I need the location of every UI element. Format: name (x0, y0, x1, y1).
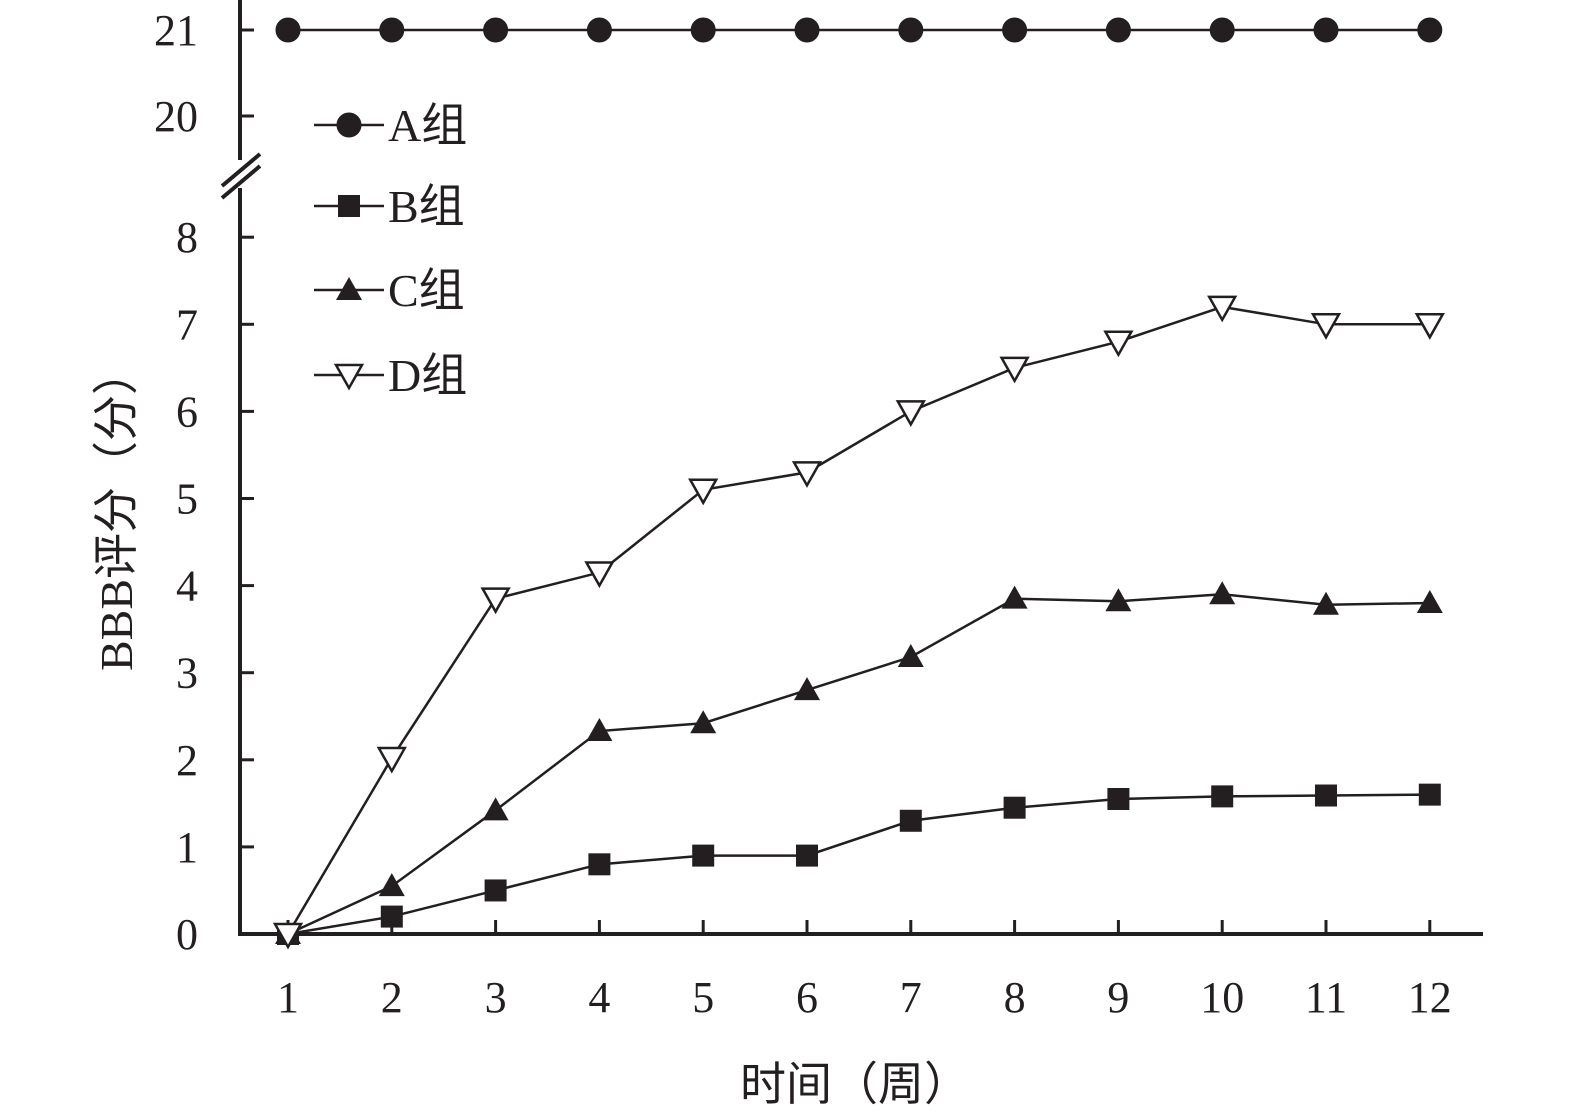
point-marker-open-triangle (791, 461, 823, 488)
point-marker-square (899, 809, 922, 832)
point-marker-triangle (1209, 581, 1236, 605)
legend-label: B组 (388, 181, 465, 232)
legend: A组 B组 C组 D组 (314, 100, 467, 401)
legend-label: C组 (388, 265, 465, 316)
point-marker-square (1315, 784, 1337, 807)
legend-label: D组 (388, 350, 467, 401)
point-marker-circle (586, 17, 612, 43)
series-3 (275, 581, 1443, 944)
x-tick-label: 5 (692, 973, 714, 1022)
legend-item-4: D组 (314, 350, 467, 401)
point-marker-open-triangle (272, 922, 304, 950)
point-marker-open-triangle (1414, 313, 1445, 340)
point-marker-circle (1002, 17, 1028, 43)
point-marker-circle (898, 17, 924, 43)
y-tick-label: 4 (176, 562, 198, 611)
axes (220, 0, 1483, 936)
point-marker-triangle (336, 277, 362, 300)
x-tick-label: 7 (900, 973, 922, 1022)
point-marker-circle (1105, 17, 1131, 43)
y-tick-label: 2 (176, 736, 198, 785)
point-marker-circle (275, 17, 301, 43)
point-marker-triangle (1313, 591, 1339, 615)
series-line (286, 305, 1430, 935)
point-marker-open-triangle (480, 587, 511, 615)
legend-label: A组 (388, 100, 467, 151)
point-marker-square (338, 195, 360, 217)
x-tick-label: 12 (1408, 973, 1452, 1022)
axis-break-mark-top (220, 152, 262, 188)
point-marker-triangle (897, 644, 924, 668)
series (272, 17, 1445, 950)
series-line (287, 593, 1430, 936)
x-tick-label: 1 (277, 973, 299, 1022)
y-tick-label: 6 (176, 387, 198, 436)
point-marker-triangle (1416, 590, 1443, 614)
x-tick-label: 8 (1004, 973, 1026, 1022)
point-marker-triangle (794, 677, 820, 701)
series-2 (277, 783, 1441, 945)
point-marker-open-triangle (333, 363, 365, 391)
y-tick-label: 5 (176, 475, 198, 524)
legend-item-1: A组 (314, 100, 467, 151)
point-marker-open-triangle (999, 356, 1030, 384)
point-marker-triangle (1001, 585, 1028, 609)
point-marker-square (1211, 785, 1234, 808)
point-marker-circle (1209, 17, 1235, 43)
x-axis-title: 时间（周） (740, 1059, 970, 1110)
y-tick-label: 7 (176, 300, 198, 349)
series-line (287, 793, 1430, 936)
point-marker-square (1003, 796, 1026, 819)
point-marker-circle (690, 17, 716, 43)
point-marker-open-triangle (376, 746, 407, 774)
point-marker-circle (336, 112, 362, 138)
point-marker-square (588, 853, 611, 876)
x-tick-label: 6 (796, 973, 818, 1022)
point-marker-square (484, 879, 507, 902)
point-marker-square (1418, 783, 1441, 806)
legend-item-3: C组 (314, 265, 465, 316)
point-marker-circle (1313, 17, 1339, 43)
point-marker-open-triangle (1207, 295, 1238, 323)
y-axis-title: BBB评分（分） (91, 349, 142, 671)
point-marker-triangle (690, 710, 717, 734)
point-marker-open-triangle (584, 561, 615, 589)
series-4 (272, 295, 1445, 950)
point-marker-circle (794, 17, 820, 43)
point-marker-triangle (1105, 588, 1132, 612)
series-1 (275, 17, 1443, 43)
point-marker-triangle (378, 873, 405, 897)
point-marker-open-triangle (895, 400, 926, 427)
x-tick-label: 11 (1305, 973, 1347, 1022)
point-marker-triangle (482, 797, 509, 821)
x-tick-label: 4 (588, 973, 610, 1022)
y-tick-label: 20 (154, 92, 198, 141)
point-marker-open-triangle (1310, 313, 1342, 340)
axis-break-mark-bottom (220, 164, 262, 200)
point-marker-open-triangle (1103, 330, 1134, 358)
point-marker-square (380, 905, 403, 928)
point-marker-open-triangle (688, 478, 719, 506)
point-marker-triangle (586, 718, 613, 742)
y-tick-label: 0 (176, 910, 198, 959)
point-marker-circle (1417, 17, 1443, 43)
y-tick-label: 21 (154, 6, 198, 55)
point-marker-square (796, 844, 818, 867)
x-tick-label: 2 (381, 973, 403, 1022)
x-tick-label: 3 (485, 973, 507, 1022)
legend-item-2: B组 (314, 181, 465, 232)
point-marker-square (1107, 787, 1130, 810)
y-tick-label: 3 (176, 649, 198, 698)
x-tick-label: 10 (1200, 973, 1244, 1022)
y-tick-label: 8 (176, 213, 198, 262)
y-tick-label: 1 (176, 823, 198, 872)
point-marker-circle (379, 17, 405, 43)
point-marker-square (692, 844, 715, 867)
x-tick-label: 9 (1107, 973, 1129, 1022)
point-marker-circle (483, 17, 509, 43)
